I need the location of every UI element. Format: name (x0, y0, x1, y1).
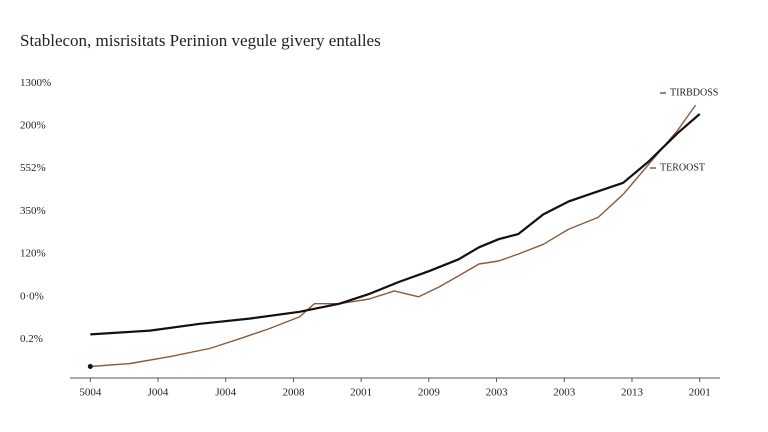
chart-title: Stablecon, misrisitats Perinion vegule g… (20, 31, 381, 50)
y-tick-label: 0.2% (20, 333, 43, 345)
y-tick-label: 552% (20, 162, 46, 174)
x-tick-label: J004 (148, 387, 169, 399)
legend-label: TEROOST (660, 162, 705, 173)
x-tick-label: J004 (215, 387, 236, 399)
x-tick-label: 2013 (621, 387, 644, 399)
start-point (87, 363, 93, 369)
y-tick-label: 120% (20, 248, 46, 260)
line (90, 113, 701, 336)
y-tick-label: 200% (20, 120, 46, 132)
x-tick-label: 2003 (486, 387, 509, 399)
x-tick-label: 2001 (689, 387, 711, 399)
x-tick-label: 2003 (553, 387, 576, 399)
y-tick-label: 1300% (20, 77, 51, 89)
line (90, 104, 697, 368)
x-tick-label: 2001 (350, 387, 372, 399)
legend-label: TIRBDOSS (670, 87, 718, 98)
y-tick-label: 0·0% (20, 290, 44, 302)
x-tick-label: 5004 (79, 387, 102, 399)
y-tick-label: 350% (20, 205, 46, 217)
x-tick-label: 2008 (282, 387, 305, 399)
x-tick-label: 2009 (418, 387, 441, 399)
